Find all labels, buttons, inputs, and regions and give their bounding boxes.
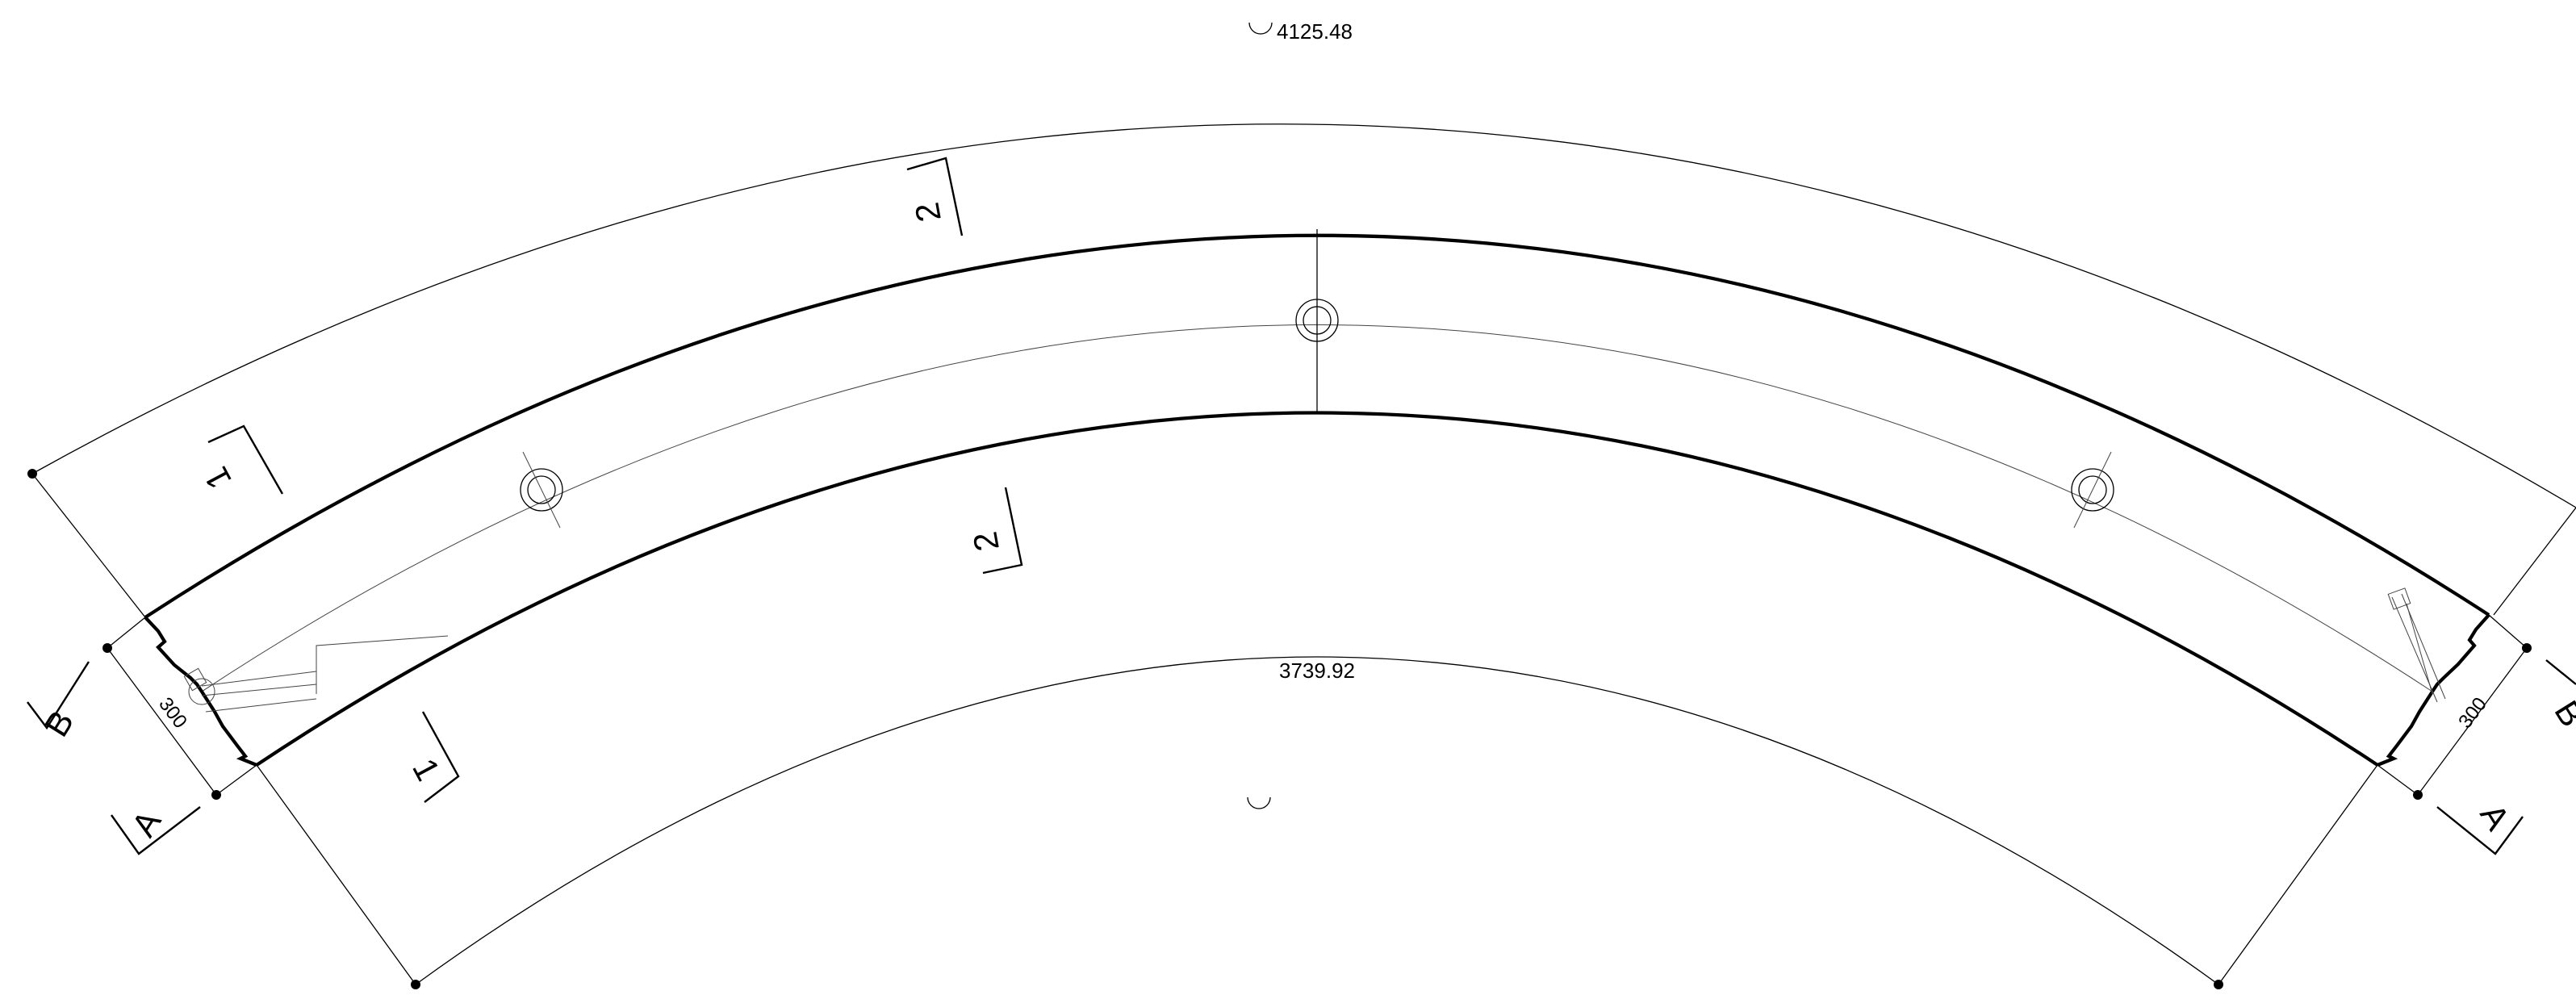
outer-extension-line-left — [31, 473, 146, 618]
section-marker-a-left: A — [111, 804, 201, 855]
inner-dimension-end-right — [2214, 980, 2223, 989]
arc-length-symbol-inner — [1247, 796, 1271, 809]
arc-length-symbol-outer — [1248, 22, 1273, 35]
svg-text:1: 1 — [196, 461, 238, 495]
left-width-label: 300 — [154, 693, 191, 732]
outer-arc-length-label: 4125.48 — [1277, 19, 1353, 44]
svg-text:A: A — [2473, 797, 2517, 837]
outer-dimension-arc — [31, 123, 2576, 508]
inner-extension-line-right — [2218, 764, 2378, 985]
inner-dimension-end-left — [411, 980, 420, 989]
svg-text:1: 1 — [405, 752, 447, 787]
inner-arc-length-label: 3739.92 — [1279, 658, 1355, 683]
bolt-hole-right — [2071, 451, 2114, 529]
section-marker-b-right: B — [2545, 659, 2576, 734]
section-marker-b-left: B — [27, 661, 90, 743]
svg-text:B: B — [2547, 694, 2576, 734]
section-marker-1-lower: 1 — [405, 711, 460, 803]
section-marker-2-upper: 2 — [906, 157, 964, 236]
bolt-hole-center — [1295, 299, 1339, 342]
left-width-dimension — [102, 617, 257, 800]
section-marker-1-upper: 1 — [196, 424, 284, 495]
svg-text:2: 2 — [966, 529, 1006, 554]
right-width-label: 300 — [2454, 693, 2491, 732]
inner-dimension-arc — [415, 656, 2219, 985]
section-marker-2-lower: 2 — [966, 487, 1023, 575]
bolt-hole-left — [520, 451, 563, 529]
section-marker-a-right: A — [2436, 797, 2524, 855]
beam-inner-edge — [255, 411, 2379, 767]
right-width-dimension — [2377, 614, 2532, 800]
outer-dimension-end-left — [27, 469, 37, 479]
outer-extension-line-right — [2493, 507, 2576, 616]
inner-extension-line-left — [256, 764, 416, 985]
beam-end-right — [2377, 613, 2490, 767]
svg-text:2: 2 — [908, 199, 948, 224]
beam-end-left — [144, 616, 257, 767]
left-connection-detail — [183, 635, 449, 713]
right-connection-detail — [2387, 587, 2446, 703]
